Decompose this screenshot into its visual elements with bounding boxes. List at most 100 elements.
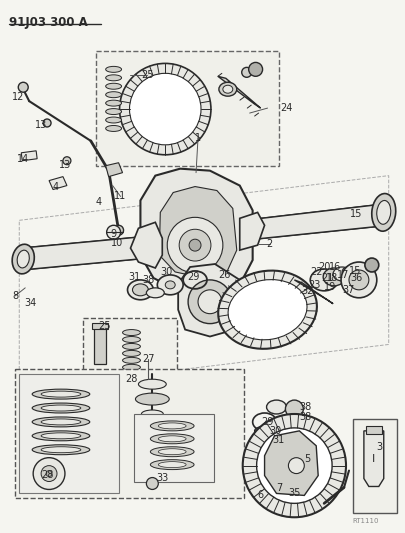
Bar: [92, 322, 108, 328]
Text: 36: 36: [351, 273, 363, 283]
Ellipse shape: [157, 275, 183, 295]
Polygon shape: [159, 187, 237, 278]
Polygon shape: [218, 76, 260, 108]
Text: 33: 33: [156, 473, 168, 482]
Ellipse shape: [123, 365, 141, 370]
Ellipse shape: [106, 125, 121, 132]
Circle shape: [242, 67, 252, 77]
Ellipse shape: [32, 431, 90, 441]
Text: I: I: [372, 454, 375, 464]
Text: 34: 34: [24, 298, 36, 308]
Ellipse shape: [106, 117, 121, 123]
Circle shape: [33, 458, 65, 489]
Ellipse shape: [139, 379, 166, 389]
Text: 31: 31: [128, 272, 141, 282]
Ellipse shape: [123, 350, 141, 357]
Ellipse shape: [123, 357, 141, 364]
Text: 29: 29: [187, 272, 199, 282]
Ellipse shape: [32, 389, 90, 399]
Ellipse shape: [310, 269, 338, 291]
Ellipse shape: [146, 288, 164, 298]
Circle shape: [349, 270, 369, 290]
Text: 25: 25: [98, 320, 111, 330]
Circle shape: [288, 458, 304, 473]
Ellipse shape: [165, 281, 175, 289]
Ellipse shape: [132, 284, 148, 296]
Ellipse shape: [141, 422, 164, 432]
Ellipse shape: [32, 403, 90, 413]
Ellipse shape: [377, 200, 391, 224]
Text: 3: 3: [377, 442, 383, 452]
Ellipse shape: [41, 433, 81, 439]
Text: 26: 26: [219, 270, 231, 280]
Text: 24: 24: [280, 103, 292, 113]
Ellipse shape: [372, 193, 396, 231]
Bar: [94, 327, 106, 365]
Text: 15: 15: [350, 209, 362, 220]
Polygon shape: [49, 176, 67, 190]
Polygon shape: [294, 280, 333, 304]
Ellipse shape: [219, 82, 237, 96]
Polygon shape: [130, 222, 162, 268]
Text: 20: 20: [318, 262, 330, 272]
Text: 4: 4: [96, 197, 102, 207]
Bar: [83, 318, 177, 397]
Text: 18: 18: [326, 273, 338, 283]
Ellipse shape: [135, 393, 169, 405]
Text: 38: 38: [299, 412, 311, 422]
Polygon shape: [21, 236, 148, 270]
Ellipse shape: [41, 391, 81, 397]
Polygon shape: [264, 431, 318, 495]
Ellipse shape: [41, 419, 81, 425]
Circle shape: [257, 428, 332, 503]
Text: 14: 14: [17, 154, 30, 164]
Ellipse shape: [123, 329, 141, 335]
Text: 5: 5: [304, 454, 310, 464]
Circle shape: [63, 157, 71, 165]
Circle shape: [107, 225, 121, 239]
Ellipse shape: [150, 434, 194, 444]
Text: 21: 21: [321, 273, 333, 283]
Ellipse shape: [150, 447, 194, 457]
Text: 4: 4: [53, 182, 59, 191]
Text: 10: 10: [111, 238, 123, 248]
Ellipse shape: [260, 432, 282, 448]
Text: 17: 17: [337, 270, 349, 280]
Text: 9: 9: [111, 229, 117, 239]
Polygon shape: [245, 204, 389, 240]
Circle shape: [46, 471, 52, 477]
Text: 27: 27: [142, 354, 155, 365]
Ellipse shape: [266, 400, 286, 414]
Ellipse shape: [158, 423, 186, 429]
Ellipse shape: [228, 280, 307, 340]
Ellipse shape: [41, 405, 81, 411]
Text: 38: 38: [142, 275, 154, 285]
Circle shape: [179, 229, 211, 261]
Ellipse shape: [323, 268, 345, 286]
Ellipse shape: [41, 447, 81, 453]
Ellipse shape: [218, 271, 317, 349]
Ellipse shape: [143, 438, 161, 446]
Circle shape: [41, 466, 57, 481]
Ellipse shape: [12, 244, 34, 274]
Ellipse shape: [158, 449, 186, 455]
Ellipse shape: [150, 421, 194, 431]
Ellipse shape: [32, 417, 90, 427]
Text: 8: 8: [12, 291, 18, 301]
Ellipse shape: [123, 372, 141, 377]
Circle shape: [286, 400, 303, 418]
Circle shape: [341, 262, 377, 298]
Circle shape: [365, 258, 379, 272]
Text: 19: 19: [324, 282, 336, 292]
Text: 30: 30: [160, 267, 173, 277]
Circle shape: [198, 290, 222, 314]
Ellipse shape: [141, 410, 163, 418]
Text: RT1110: RT1110: [352, 518, 379, 524]
Text: 22: 22: [310, 267, 322, 277]
Bar: [134, 414, 214, 481]
Circle shape: [18, 82, 28, 92]
Polygon shape: [364, 431, 384, 487]
Text: 35: 35: [288, 488, 301, 498]
Circle shape: [130, 74, 201, 145]
Ellipse shape: [106, 75, 121, 81]
